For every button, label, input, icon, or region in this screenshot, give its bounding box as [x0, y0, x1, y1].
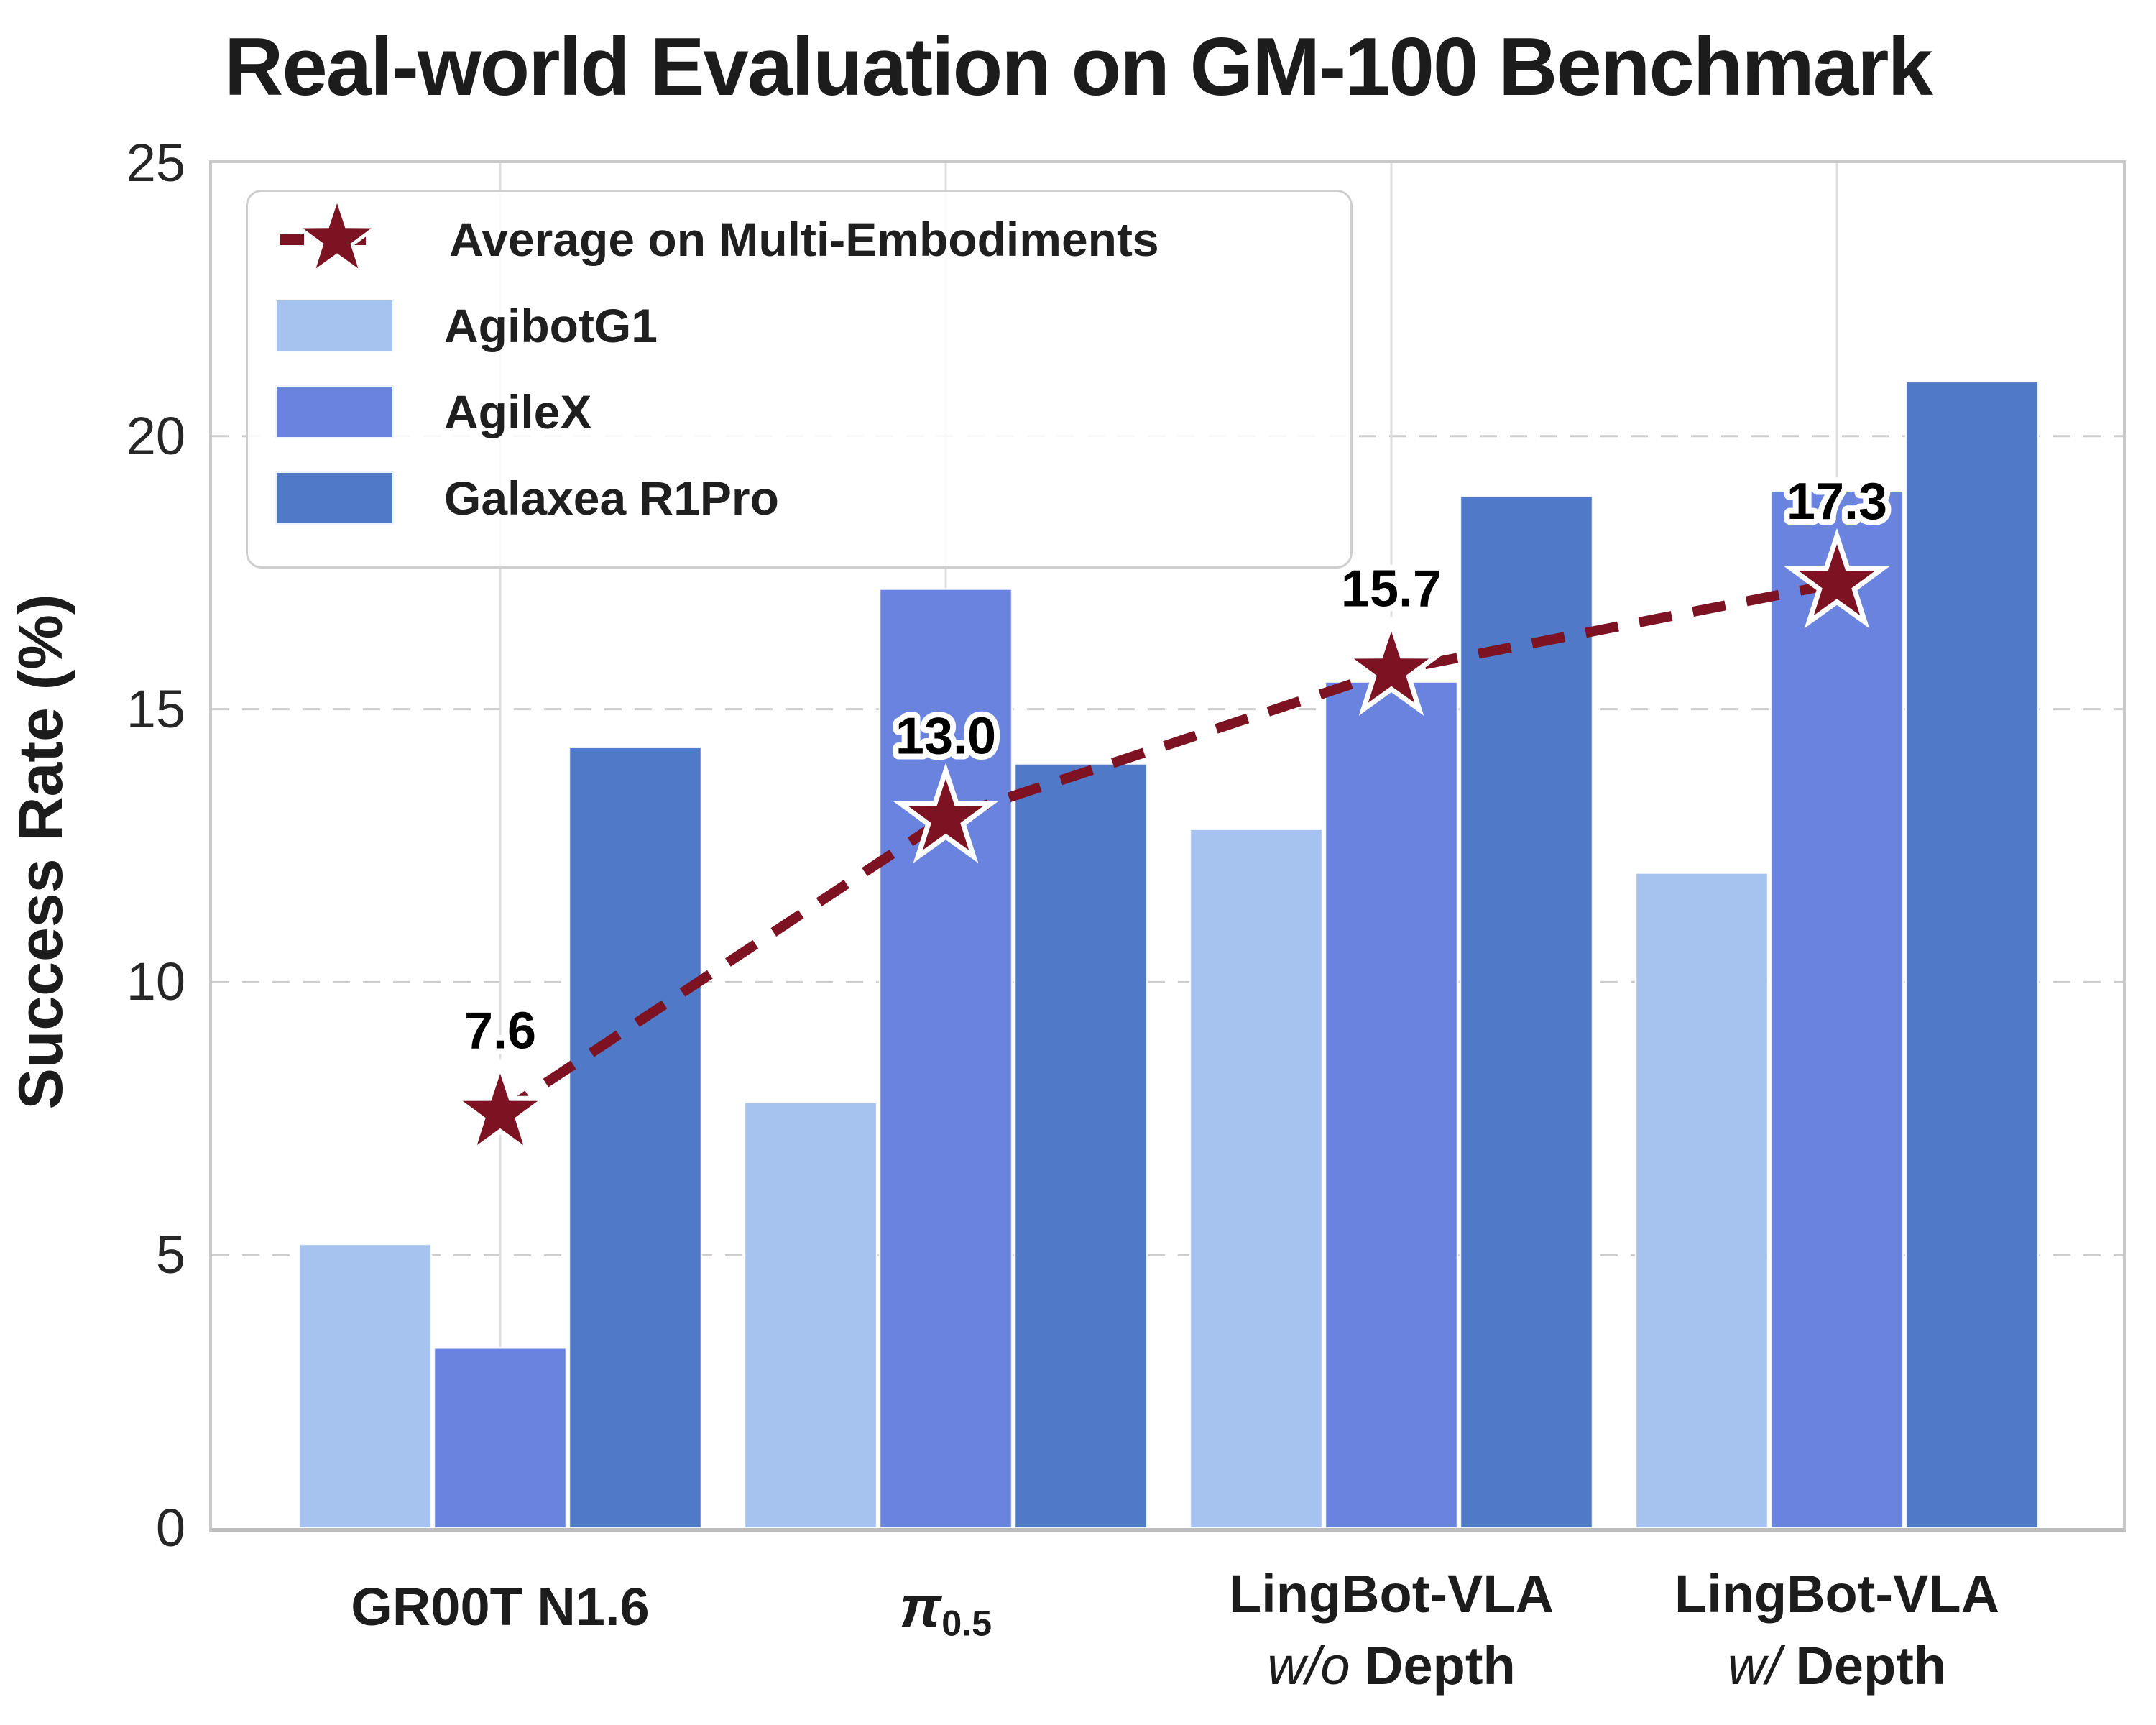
bar-galaxea-r1pro-group-1: [568, 746, 703, 1528]
legend-box: Average on Multi-Embodiments AgibotG1 Ag…: [246, 190, 1353, 569]
bar-agilex-group-2: [878, 588, 1013, 1528]
y-tick-25: 25: [126, 133, 185, 193]
x-tick-group-2: π0.5: [899, 1574, 992, 1644]
average-line: [497, 579, 1838, 1118]
average-value-label-2: 13.0: [895, 708, 996, 765]
galaxea-swatch-icon: [275, 472, 394, 525]
average-star-marker-group-2: [893, 763, 999, 863]
average-value-label-3: 15.7: [1341, 560, 1442, 617]
bar-galaxea-r1pro-group-4: [1904, 380, 2040, 1528]
bar-agilex-group-4: [1769, 489, 1904, 1528]
bar-agibotg1-group-4: [1634, 872, 1769, 1528]
y-axis-label: Success Rate (%): [6, 594, 75, 1110]
average-value-label-1: 7.6: [464, 1003, 536, 1060]
average-star-icon: [275, 192, 399, 282]
legend-item-average: Average on Multi-Embodiments: [248, 192, 1350, 282]
x-tick-group-1: GR00T N1.6: [351, 1577, 650, 1637]
average-star-marker-group-4: [1784, 528, 1890, 629]
chart-svg: 7.6 13.0 15.7 17.3: [212, 163, 2123, 1528]
bar-agilex-group-1: [433, 1347, 568, 1528]
y-tick-0: 0: [155, 1498, 185, 1558]
legend-label-agilex: AgileX: [444, 385, 592, 438]
y-tick-20: 20: [126, 405, 185, 466]
plot-area: 7.6 13.0 15.7 17.3: [209, 160, 2126, 1532]
agilex-swatch-icon: [275, 385, 394, 438]
agibotg1-swatch-icon: [275, 299, 394, 352]
bar-galaxea-r1pro-group-3: [1459, 495, 1594, 1528]
bar-agilex-group-3: [1324, 681, 1459, 1528]
bar-galaxea-r1pro-group-2: [1013, 763, 1148, 1528]
legend-label-galaxea: Galaxea R1Pro: [444, 472, 779, 525]
legend-label-agibotg1: AgibotG1: [444, 299, 658, 352]
legend-label-average: Average on Multi-Embodiments: [449, 213, 1159, 266]
average-value-label-4: 17.3: [1787, 473, 1887, 530]
y-tick-10: 10: [126, 952, 185, 1012]
x-tick-group-3: LingBot-VLA w/o Depth: [1228, 1564, 1554, 1696]
average-star-marker-group-1: [447, 1057, 553, 1159]
average-star-marker-group-3: [1338, 615, 1445, 716]
chart-title: Real-world Evaluation on GM-100 Benchmar…: [224, 22, 1933, 113]
pi-symbol: π: [899, 1574, 942, 1639]
bar-agibotg1-group-1: [298, 1243, 433, 1528]
legend-item-galaxea: Galaxea R1Pro: [248, 455, 1350, 541]
legend-item-agilex: AgileX: [248, 369, 1350, 455]
bar-agibotg1-group-2: [743, 1101, 878, 1528]
x-tick-group-4: LingBot-VLA w/ Depth: [1674, 1564, 2000, 1696]
legend-item-agibotg1: AgibotG1: [248, 282, 1350, 369]
y-tick-5: 5: [155, 1225, 185, 1285]
bar-agibotg1-group-3: [1189, 828, 1324, 1528]
y-tick-15: 15: [126, 678, 185, 739]
